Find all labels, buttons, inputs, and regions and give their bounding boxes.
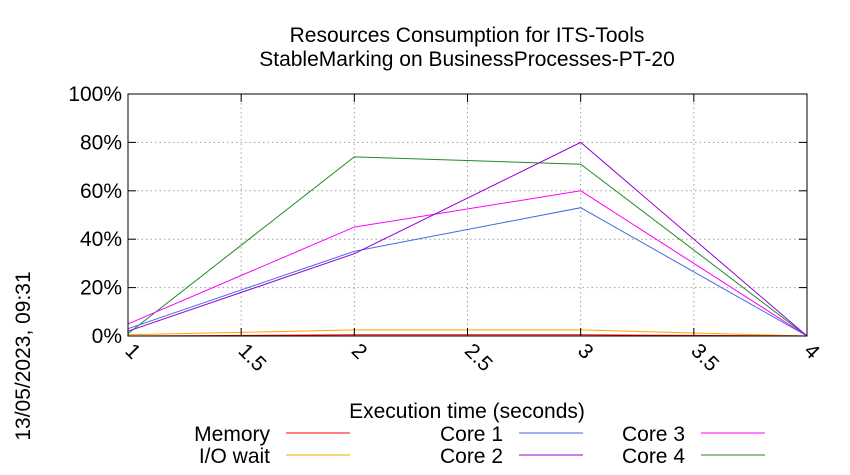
- x-tick-label: 3.5: [686, 339, 723, 376]
- legend-label: Core 4: [622, 445, 685, 468]
- grid: [128, 94, 807, 336]
- y-tick-label: 40%: [80, 228, 122, 251]
- x-tick-label: 4: [799, 339, 824, 364]
- legend-item: Core 1: [440, 423, 583, 446]
- legend-label: Core 1: [440, 423, 503, 446]
- chart-subtitle: StableMarking on BusinessProcesses-PT-20: [259, 48, 675, 71]
- legend-item: I/O wait: [199, 445, 350, 468]
- x-tick-label: 2: [347, 339, 372, 364]
- y-tick-label: 60%: [80, 180, 122, 203]
- legend-label: Core 2: [440, 445, 503, 468]
- series-line-core-1: [127, 207, 808, 337]
- x-axis-label: Execution time (seconds): [349, 400, 585, 423]
- x-tick-label: 2.5: [460, 339, 497, 376]
- y-tick-label: 20%: [80, 277, 122, 300]
- chart-title: Resources Consumption for ITS-Tools: [290, 24, 645, 47]
- legend-item: Core 2: [440, 445, 583, 468]
- x-tick-label: 1.5: [234, 339, 271, 376]
- series-line-core-4: [127, 156, 808, 337]
- legend-item: Memory: [194, 423, 350, 446]
- timestamp: 13/05/2023, 09:31: [12, 271, 35, 440]
- x-tick-label: 1: [120, 339, 145, 364]
- legend-item: Core 3: [622, 423, 765, 446]
- legend-label: Memory: [194, 423, 270, 446]
- series-line-core-2: [127, 141, 808, 337]
- y-tick-label: 0%: [92, 325, 122, 348]
- y-tick-label: 80%: [80, 131, 122, 154]
- y-axis-ticks: 0% 20% 40% 60% 80% 100%: [68, 83, 807, 348]
- y-tick-label: 100%: [68, 83, 122, 106]
- x-tick-label: 3: [573, 339, 598, 364]
- legend-label: Core 3: [622, 423, 685, 446]
- series-line-core-3: [127, 190, 808, 337]
- legend-item: Core 4: [622, 445, 765, 468]
- legend-label: I/O wait: [199, 445, 270, 468]
